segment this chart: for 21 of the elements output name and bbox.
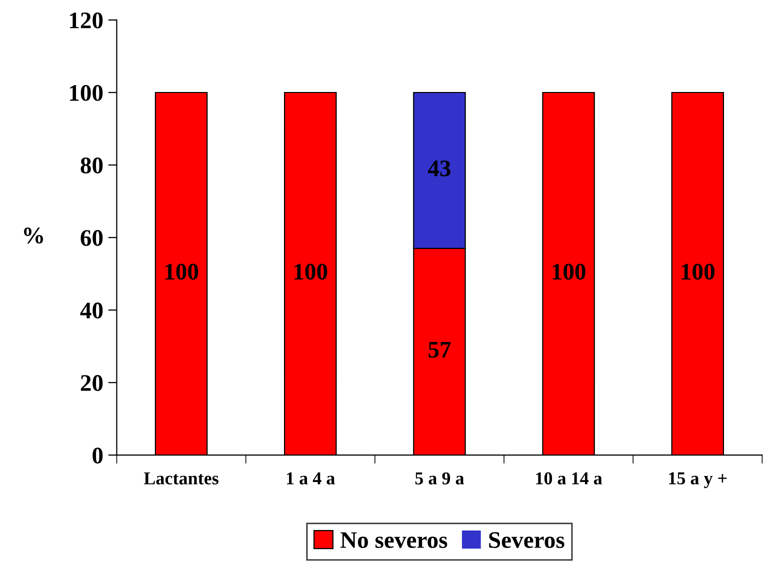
x-tick-label: Lactantes (144, 472, 218, 484)
y-tick-label: 60 (80, 230, 103, 246)
legend-label: No severos (340, 532, 448, 548)
x-tick-label: 10 a 14 a (536, 472, 602, 484)
data-label: 100 (552, 264, 586, 280)
data-label: 100 (165, 264, 198, 280)
legend-label: Severos (489, 532, 564, 548)
data-label: 100 (294, 264, 328, 280)
x-tick-label: 5 a 9 a (415, 472, 464, 484)
y-axis-title: % (24, 228, 43, 244)
y-tick-label: 120 (70, 12, 103, 28)
data-label: 57 (428, 342, 451, 358)
y-tick-label: 0 (92, 448, 103, 464)
y-tick-label: 100 (70, 84, 103, 101)
y-tick-label: 20 (80, 375, 103, 391)
data-label: 43 (428, 160, 450, 176)
x-tick-label: 15 a y + (669, 472, 727, 488)
y-tick-label: 40 (80, 302, 103, 318)
x-tick-label: 1 a 4 a (286, 472, 335, 484)
data-label: 100 (682, 264, 714, 280)
y-tick-label: 80 (80, 158, 103, 174)
